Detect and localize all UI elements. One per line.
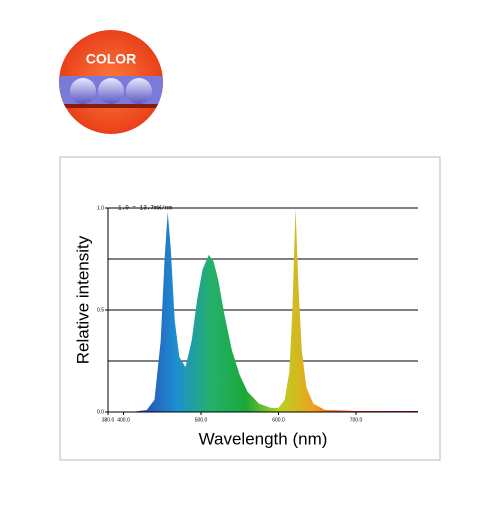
badge-label: COLOR bbox=[86, 51, 137, 67]
annotation: 1.0 = 13.7mW/nm bbox=[118, 205, 172, 212]
x-tick-label: 400.0 bbox=[117, 417, 130, 423]
spectrum-area bbox=[108, 208, 418, 412]
x-tick-label: 600.0 bbox=[272, 417, 285, 423]
chart-frame bbox=[59, 156, 441, 461]
plot: 0.0 0.5 1.0 380.0 400.0 500.0 600.0 700.0 bbox=[97, 205, 418, 423]
y-tick-label: 0.0 bbox=[97, 409, 104, 415]
badge: COLOR bbox=[59, 30, 163, 134]
x-tick-label: 500.0 bbox=[195, 417, 208, 423]
y-tick-label: 1.0 bbox=[97, 205, 104, 211]
x-tick-label: 380.0 bbox=[102, 417, 115, 423]
x-axis-label: Wavelength (nm) bbox=[199, 429, 328, 448]
y-axis-label: Relative intensity bbox=[73, 235, 92, 364]
x-tick-label: 700.0 bbox=[350, 417, 363, 423]
y-tick-label: 0.5 bbox=[97, 307, 104, 313]
